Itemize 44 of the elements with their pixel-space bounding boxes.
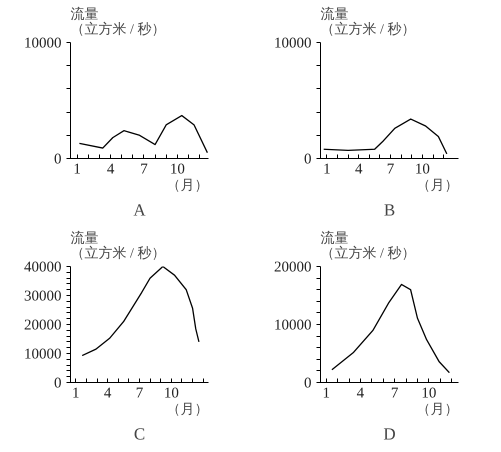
- text: A: [133, 200, 146, 220]
- x-tick-label: 4: [356, 386, 365, 402]
- x-tick-label: 1: [322, 386, 330, 402]
- x-tick-label: 10: [164, 386, 179, 402]
- y-tick-label: 20000: [24, 318, 62, 334]
- line-series: [323, 118, 448, 155]
- x-tick-label: 10: [421, 386, 436, 402]
- y-tick-label: 0: [54, 376, 62, 392]
- x-tick-label: 1: [73, 162, 81, 178]
- x-tick-label: 4: [106, 162, 115, 178]
- x-tick-label: 10: [170, 162, 185, 178]
- text: D: [383, 424, 396, 444]
- y-tick-label: 10000: [24, 36, 62, 52]
- y-tick-label: 40000: [24, 260, 62, 276]
- x-axis-title: （月）: [416, 178, 458, 194]
- x-axis-title: （月）: [416, 402, 458, 418]
- y-tick-label: 30000: [24, 288, 62, 304]
- y-axis-title: 流量（立方米 / 秒）: [70, 6, 166, 38]
- y-tick-label: 0: [54, 152, 62, 168]
- line-series: [78, 114, 208, 154]
- text: C: [134, 424, 146, 444]
- y-tick-label: 10000: [274, 318, 312, 334]
- y-tick-label: 20000: [274, 260, 312, 276]
- x-axis-title: （月）: [166, 178, 208, 194]
- x-tick-label: 7: [386, 162, 395, 178]
- line-series: [82, 266, 200, 356]
- y-axis-title: 流量（立方米 / 秒）: [320, 230, 416, 262]
- y-tick-label: 10000: [274, 36, 312, 52]
- x-tick-label: 1: [72, 386, 80, 402]
- y-axis-title: 流量（立方米 / 秒）: [70, 230, 166, 262]
- x-tick-label: 1: [323, 162, 331, 178]
- y-axis-title: 流量（立方米 / 秒）: [320, 6, 416, 38]
- x-tick-label: 10: [414, 162, 430, 178]
- line-series: [331, 284, 450, 374]
- x-tick-label: 7: [140, 162, 148, 178]
- x-axis-title: （月）: [166, 402, 208, 418]
- x-tick-label: 4: [354, 162, 363, 178]
- x-tick-label: 7: [390, 386, 399, 402]
- y-tick-label: 0: [304, 376, 312, 392]
- y-tick-label: 0: [304, 152, 312, 168]
- text: B: [384, 200, 396, 220]
- x-tick-label: 4: [104, 386, 112, 402]
- x-tick-label: 7: [136, 386, 144, 402]
- y-tick-label: 10000: [24, 346, 62, 362]
